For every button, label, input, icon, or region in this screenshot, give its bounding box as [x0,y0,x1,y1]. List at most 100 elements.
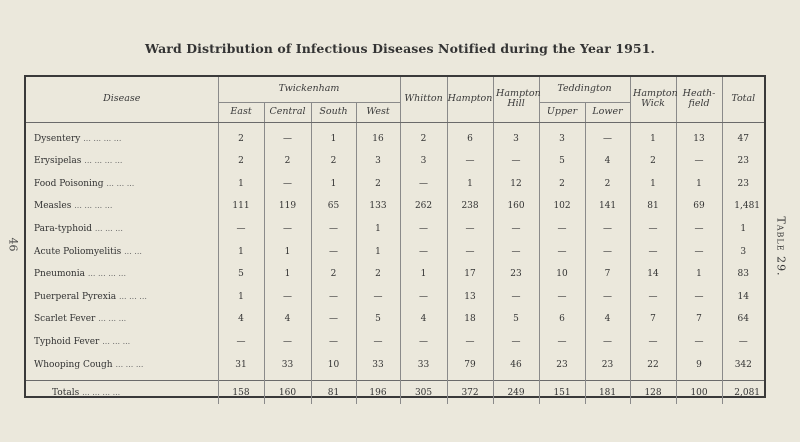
disease-name: Food Poisoning ... ... ... [34,178,135,189]
table-row: Erysipelas ... ... ... ... 2 2 2 3 3 — —… [26,150,765,173]
cell-total: 14 [721,285,765,309]
cell-heathfield: — [675,330,723,354]
cell-hampton-wick: 81 [629,195,677,218]
cell-upper: 102 [538,195,586,218]
cell-upper: — [538,240,586,263]
header-hampton: Hampton [446,77,494,123]
header-teddington: Teddington [538,77,631,102]
cell-east: 2 [217,122,264,150]
cell-hampton-wick: — [629,217,677,241]
header-east: East [217,101,264,123]
cell-west: 5 [355,308,401,331]
cell-lower: — [584,285,631,309]
cell-east: 4 [217,308,264,331]
cell-central: 1 [263,240,311,263]
cell-hampton-wick: 1 [629,172,677,196]
cell-south: 65 [310,195,356,218]
total-west: 196 [355,379,401,405]
header-whitton: Whitton [399,77,448,123]
cell-hampton: 1 [446,172,494,196]
cell-heathfield: — [675,150,723,173]
cell-hampton: 13 [446,285,494,309]
cell-central: — [263,217,311,241]
cell-central: — [263,122,311,150]
cell-upper: 6 [538,308,586,331]
cell-central: — [263,285,311,309]
cell-central: — [263,330,311,354]
table-row: Whooping Cough ... ... ... 31 33 10 33 3… [26,353,765,381]
cell-lower: — [584,240,631,263]
cell-hampton-hill: — [492,150,540,173]
cell-east: 1 [217,240,264,263]
disease-name: Acute Poliomyelitis ... ... [34,246,142,257]
cell-total: 342 [721,353,765,381]
cell-whitton: 3 [399,150,448,173]
cell-whitton: — [399,285,448,309]
disease-name: Whooping Cough ... ... ... [34,359,144,370]
cell-total: 23 [721,172,765,196]
header-central: Central [263,101,311,123]
disease-name: Scarlet Fever ... ... ... [34,314,127,325]
cell-hampton: — [446,150,494,173]
cell-central: — [263,172,311,196]
cell-hampton-hill: 46 [492,353,540,381]
header-total: Total [721,77,765,123]
disease-name: Typhoid Fever ... ... ... [34,337,131,348]
header-heathfield: Heath- field [675,77,723,123]
cell-hampton-hill: — [492,217,540,241]
cell-hampton: 238 [446,195,494,218]
cell-whitton: — [399,172,448,196]
cell-hampton-wick: 7 [629,308,677,331]
page-number: 46 [6,237,20,252]
table-row: Pneumonia ... ... ... ... 5 1 2 2 1 17 2… [26,262,765,286]
disease-distribution-table: Disease Twickenham Whitton Hampton Hampt… [26,77,765,405]
cell-south: 1 [310,122,356,150]
cell-east: 2 [217,150,264,173]
cell-hampton-wick: 22 [629,353,677,381]
header-twickenham: Twickenham [217,77,401,102]
totals-label: Totals ... ... ... ... [26,379,218,405]
table-row: Measles ... ... ... ... 111 119 65 133 2… [26,195,765,218]
cell-south: — [310,240,356,263]
cell-west: 1 [355,217,401,241]
cell-hampton: 17 [446,262,494,286]
cell-total: 1 [721,217,765,241]
cell-hampton: — [446,217,494,241]
cell-lower: 7 [584,262,631,286]
cell-whitton: 1 [399,262,448,286]
total-heathfield: 100 [675,379,723,405]
cell-hampton-wick: 14 [629,262,677,286]
cell-hampton-wick: — [629,240,677,263]
cell-south: 2 [310,262,356,286]
cell-total: 64 [721,308,765,331]
cell-total: 23 [721,150,765,173]
cell-east: 1 [217,285,264,309]
total-hampton-hill: 249 [492,379,540,405]
cell-east: 1 [217,172,264,196]
total-upper: 151 [538,379,586,405]
disease-table-frame: Disease Twickenham Whitton Hampton Hampt… [24,75,766,405]
cell-lower: — [584,217,631,241]
cell-east: — [217,217,264,241]
cell-hampton: 79 [446,353,494,381]
disease-name: Measles ... ... ... ... [34,201,113,212]
cell-upper: — [538,330,586,354]
header-hampton-hill: Hampton Hill [492,77,541,123]
cell-central: 4 [263,308,311,331]
cell-central: 119 [263,195,311,218]
cell-hampton-hill: — [492,330,540,354]
cell-hampton-hill: 160 [492,195,540,218]
cell-west: 1 [355,240,401,263]
cell-heathfield: 9 [675,353,723,381]
cell-upper: 3 [538,122,586,150]
cell-whitton: 2 [399,122,448,150]
cell-central: 33 [263,353,311,381]
cell-south: — [310,217,356,241]
disease-name: Puerperal Pyrexia ... ... ... [34,291,147,302]
total-hampton-wick: 128 [629,379,677,405]
cell-upper: 2 [538,172,586,196]
cell-heathfield: — [675,285,723,309]
cell-central: 1 [263,262,311,286]
cell-west: 133 [355,195,401,218]
cell-lower: 4 [584,150,631,173]
